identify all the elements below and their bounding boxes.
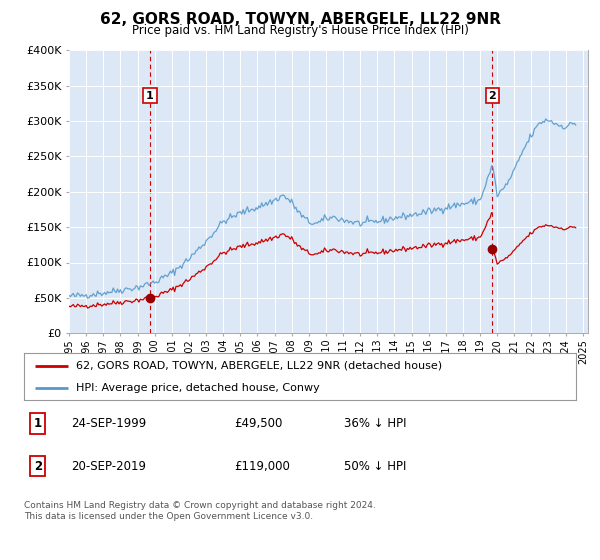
Text: £119,000: £119,000 [234, 460, 290, 473]
Text: 1: 1 [34, 417, 42, 430]
Text: 62, GORS ROAD, TOWYN, ABERGELE, LL22 9NR (detached house): 62, GORS ROAD, TOWYN, ABERGELE, LL22 9NR… [76, 361, 443, 371]
Text: 2: 2 [488, 91, 496, 101]
Text: 50% ↓ HPI: 50% ↓ HPI [344, 460, 407, 473]
Text: Price paid vs. HM Land Registry's House Price Index (HPI): Price paid vs. HM Land Registry's House … [131, 24, 469, 37]
Text: 20-SEP-2019: 20-SEP-2019 [71, 460, 146, 473]
Text: HPI: Average price, detached house, Conwy: HPI: Average price, detached house, Conw… [76, 382, 320, 393]
Text: Contains HM Land Registry data © Crown copyright and database right 2024.
This d: Contains HM Land Registry data © Crown c… [24, 501, 376, 521]
Text: 62, GORS ROAD, TOWYN, ABERGELE, LL22 9NR: 62, GORS ROAD, TOWYN, ABERGELE, LL22 9NR [100, 12, 500, 27]
Text: £49,500: £49,500 [234, 417, 282, 430]
Text: 1: 1 [146, 91, 154, 101]
Text: 36% ↓ HPI: 36% ↓ HPI [344, 417, 407, 430]
Text: 2: 2 [34, 460, 42, 473]
Text: 24-SEP-1999: 24-SEP-1999 [71, 417, 146, 430]
